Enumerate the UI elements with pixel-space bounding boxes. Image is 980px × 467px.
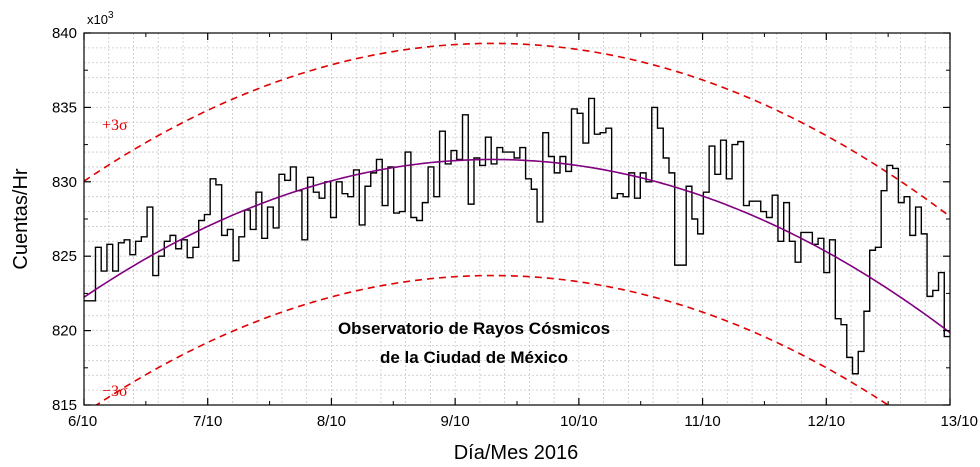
data-series-step-line (84, 97, 950, 375)
axis-tick-labels: 6/10 7/10 8/10 9/10 10/10 11/10 12/10 13/10 815 8… (52, 25, 978, 430)
sigma-upper-label: +3σ (102, 117, 128, 134)
y-multiplier-base: x10 (87, 12, 108, 27)
y-tick-label: 840 (52, 25, 77, 42)
sigma-curves (84, 42, 950, 405)
x-tick-label: 6/10 (68, 413, 97, 430)
y-multiplier: x103 (87, 10, 114, 27)
axis-ticks (83, 32, 951, 406)
x-tick-label: 8/10 (317, 413, 346, 430)
y-multiplier-exponent: 3 (108, 10, 114, 21)
x-tick-label: 13/10 (940, 413, 978, 430)
x-tick-label: 10/10 (560, 413, 598, 430)
fit-curve (84, 158, 950, 334)
x-tick-label: 12/10 (808, 413, 846, 430)
sigma-upper-curve (84, 42, 950, 218)
sigma-lower-label: −3σ (102, 383, 128, 400)
annotation-line-1: Observatorio de Rayos Cósmicos (338, 319, 610, 338)
sigma-lower-curve (95, 274, 890, 405)
x-tick-label: 9/10 (441, 413, 470, 430)
y-tick-label: 835 (52, 99, 77, 116)
y-tick-label: 825 (52, 248, 77, 265)
y-tick-label: 815 (52, 397, 77, 414)
y-tick-label: 830 (52, 174, 77, 191)
x-tick-label: 7/10 (193, 413, 222, 430)
annotation-line-2: de la Ciudad de México (380, 348, 568, 367)
x-tick-label: 11/10 (684, 413, 720, 430)
y-tick-label: 820 (52, 323, 77, 340)
x-axis-title: Día/Mes 2016 (454, 442, 579, 464)
y-axis-title: Cuentas/Hr (10, 168, 32, 269)
